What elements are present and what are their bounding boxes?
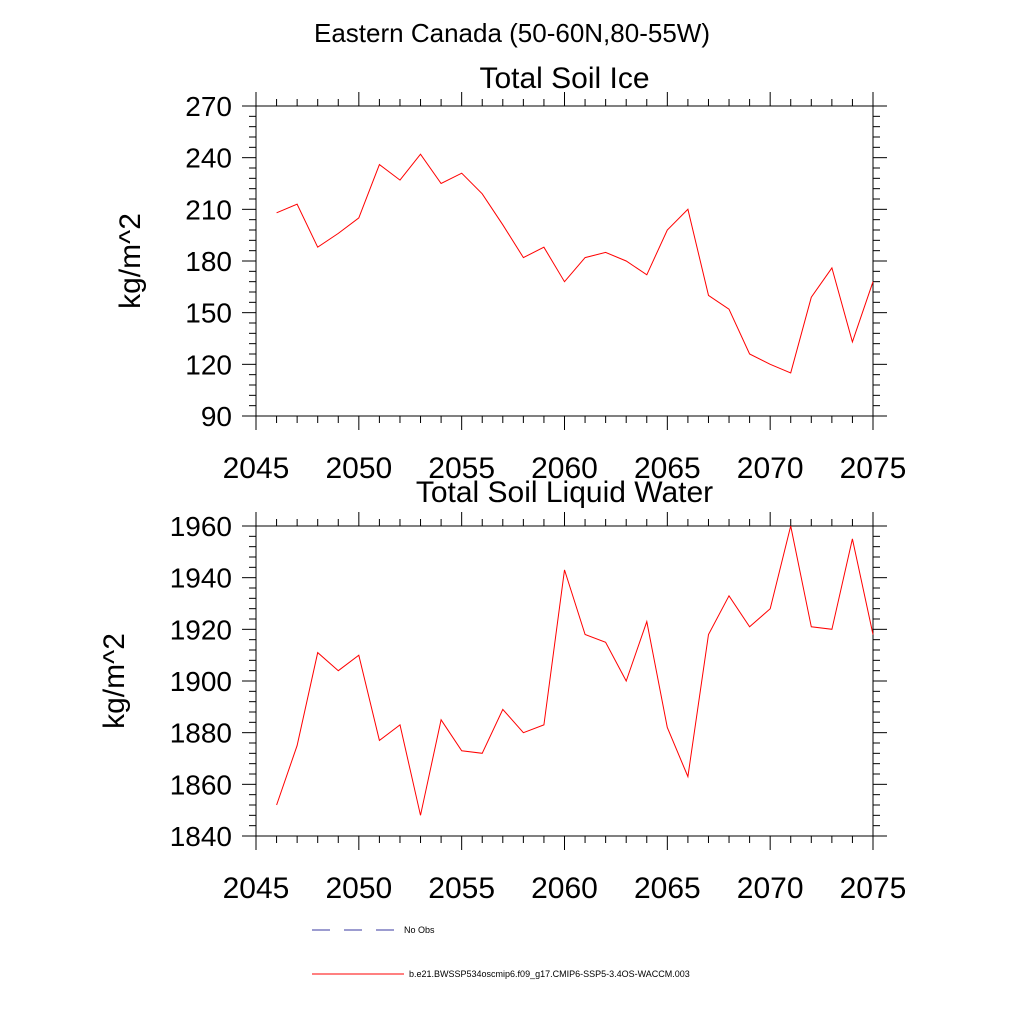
x-tick-label: 2070	[737, 452, 804, 485]
y-tick-label: 1940	[170, 563, 232, 594]
legend: No Obs b.e21.BWSSP534oscmip6.f09_g17.CMI…	[312, 925, 690, 979]
x-tick-label: 2065	[634, 872, 701, 905]
y-tick-label: 1860	[170, 769, 232, 800]
x-tick-label: 2060	[531, 872, 598, 905]
y-tick-label: 1840	[170, 821, 232, 852]
chart-title: Total Soil Ice	[479, 62, 649, 95]
y-axis-label: kg/m^2	[114, 213, 147, 309]
legend-model-label: b.e21.BWSSP534oscmip6.f09_g17.CMIP6-SSP5…	[409, 969, 690, 979]
x-tick-label: 2045	[223, 452, 290, 485]
panel-total-soil-liquid-water: Total Soil Liquid Water kg/m^2 1840 1860 188…	[98, 476, 906, 905]
panel-total-soil-ice: Total Soil Ice kg/m^2 90 120 150 180 210 240 270…	[114, 62, 906, 485]
series-line	[276, 525, 874, 816]
y-tick-label: 150	[185, 298, 232, 329]
x-tick-label: 2055	[428, 452, 495, 485]
y-tick-label: 1960	[170, 511, 232, 542]
x-tick-label: 2075	[840, 452, 907, 485]
y-tick-label: 90	[201, 401, 232, 432]
plot-frame	[255, 105, 874, 417]
x-tick-label: 2050	[325, 452, 392, 485]
y-axis-label: kg/m^2	[98, 633, 131, 729]
y-tick-label: 1880	[170, 718, 232, 749]
y-tick-label: 1900	[170, 666, 232, 697]
page-title: Eastern Canada (50-60N,80-55W)	[314, 18, 710, 48]
y-tick-label: 180	[185, 246, 232, 277]
x-tick-label: 2060	[531, 452, 598, 485]
x-tick-label: 2065	[634, 452, 701, 485]
y-tick-label: 270	[185, 91, 232, 122]
x-tick-label: 2075	[840, 872, 907, 905]
y-tick-label: 240	[185, 143, 232, 174]
x-tick-label: 2045	[223, 872, 290, 905]
series-line	[276, 153, 874, 374]
y-tick-label: 1920	[170, 614, 232, 645]
x-tick-label: 2070	[737, 872, 804, 905]
chart-title: Total Soil Liquid Water	[416, 476, 713, 509]
legend-obs-label: No Obs	[404, 925, 435, 935]
y-tick-label: 210	[185, 194, 232, 225]
x-tick-label: 2055	[428, 872, 495, 905]
x-tick-label: 2050	[325, 872, 392, 905]
y-tick-label: 120	[185, 349, 232, 380]
